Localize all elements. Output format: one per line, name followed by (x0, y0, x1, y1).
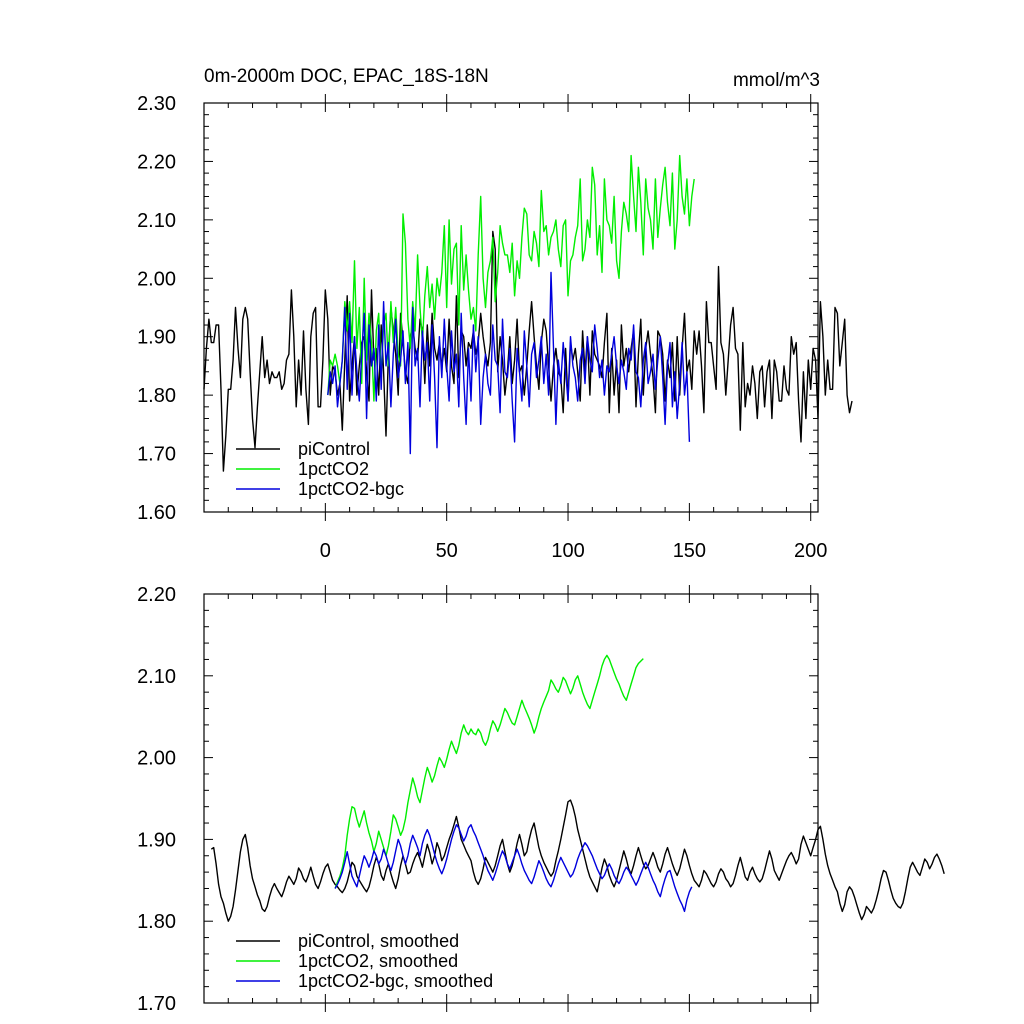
top-panel: 0m-2000m DOC, EPAC_18S-18N mmol/m^3 1.60… (137, 66, 853, 562)
top-y-tick-label: 1.60 (137, 502, 176, 524)
bottom-y-tick-label: 2.20 (137, 584, 176, 606)
top-plot-frame (203, 102, 819, 513)
top-x-tick-label: 50 (436, 540, 458, 562)
bottom-series-group (210, 654, 945, 922)
top-legend-label: 1pctCO2 (298, 459, 369, 479)
top-legend-label: piControl (298, 439, 370, 459)
top-y-tick-label: 2.20 (137, 151, 176, 173)
bottom-legend-label: piControl, smoothed (298, 931, 459, 951)
bottom-y-tick-label: 2.10 (137, 666, 176, 688)
bottom-y-tick-label: 1.80 (137, 911, 176, 933)
top-y-tick-label: 2.10 (137, 210, 176, 232)
top-series-group (203, 154, 853, 472)
top-y-tick-label: 1.80 (137, 385, 176, 407)
bottom-legend-label: 1pctCO2-bgc, smoothed (298, 971, 493, 991)
bottom-y-tick-label: 1.70 (137, 993, 176, 1015)
bottom-y-tick-label: 1.90 (137, 829, 176, 851)
top-y-tick-label: 2.30 (137, 93, 176, 115)
bottom-series-picontrol-smoothed (210, 799, 945, 922)
top-x-ticks: 0 50 100 150 200 (227, 94, 827, 562)
top-y-ticks: 1.60 1.70 1.80 1.90 2.00 2.10 2.20 2.30 (137, 93, 818, 524)
top-legend-label: 1pctCO2-bgc (298, 479, 404, 499)
top-x-tick-label: 100 (551, 540, 584, 562)
bottom-series-1pctco2-smoothed (334, 654, 644, 889)
bottom-panel: 1.70 1.80 1.90 2.00 2.10 2.20 piControl, smoo… (137, 584, 945, 1015)
top-panel-title: 0m-2000m DOC, EPAC_18S-18N (204, 66, 489, 87)
bottom-x-ticks (227, 585, 812, 1012)
top-y-tick-label: 2.00 (137, 268, 176, 290)
top-panel-units: mmol/m^3 (733, 70, 820, 91)
bottom-y-tick-label: 2.00 (137, 748, 176, 770)
top-x-tick-label: 200 (794, 540, 827, 562)
bottom-legend-label: 1pctCO2, smoothed (298, 951, 458, 971)
top-y-tick-label: 1.70 (137, 444, 176, 466)
top-y-tick-label: 1.90 (137, 327, 176, 349)
top-x-tick-label: 150 (673, 540, 706, 562)
top-series-picontrol (203, 230, 853, 472)
top-x-tick-label: 0 (320, 540, 331, 562)
bottom-plot-frame (203, 593, 819, 1004)
top-series-1pctco2-bgc (327, 271, 691, 455)
bottom-series-1pctco2-bgc-smoothed (334, 824, 693, 913)
bottom-y-ticks: 1.70 1.80 1.90 2.00 2.10 2.20 (137, 584, 818, 1015)
